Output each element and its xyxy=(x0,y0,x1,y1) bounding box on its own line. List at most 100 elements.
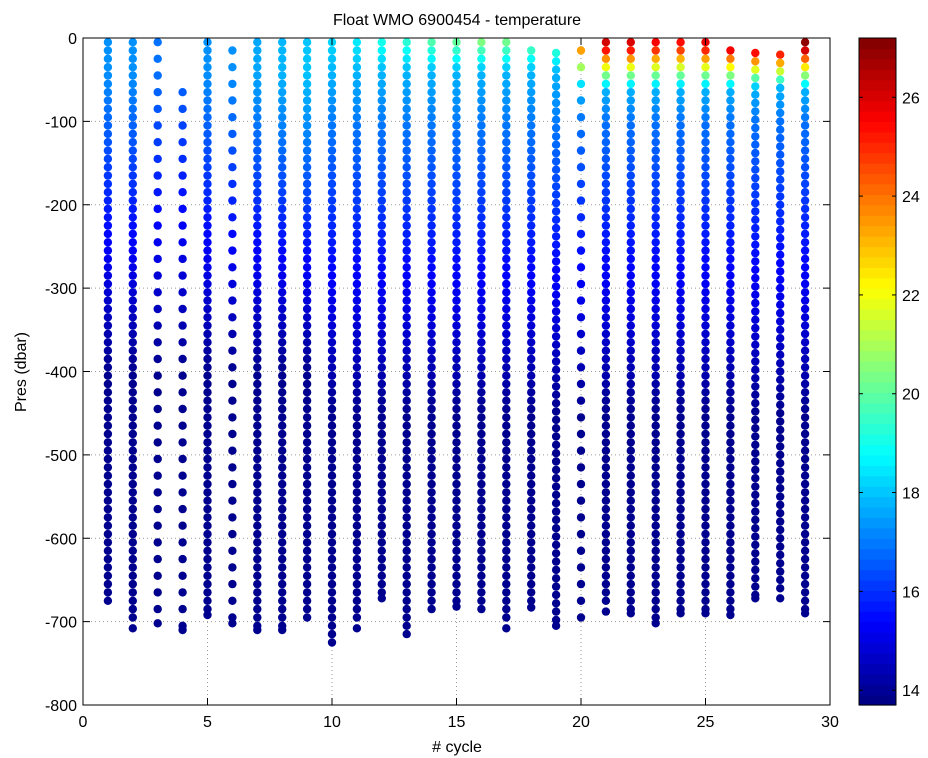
data-point xyxy=(203,296,212,305)
data-point xyxy=(352,129,362,139)
data-point xyxy=(551,582,561,591)
data-point xyxy=(452,396,461,405)
data-point xyxy=(327,346,337,355)
data-point xyxy=(327,429,337,439)
data-point xyxy=(626,438,635,447)
data-point xyxy=(128,221,137,230)
data-point xyxy=(551,140,561,149)
data-point xyxy=(103,396,113,405)
data-point xyxy=(551,399,561,408)
data-point xyxy=(253,563,262,572)
y-tick-label: -100 xyxy=(45,114,77,131)
data-point xyxy=(327,113,337,122)
data-point xyxy=(253,38,262,47)
data-point xyxy=(402,46,411,55)
data-point xyxy=(377,496,386,505)
data-point xyxy=(452,354,461,364)
data-point xyxy=(676,46,685,55)
data-point xyxy=(551,424,561,433)
data-point xyxy=(551,73,561,83)
data-point xyxy=(751,557,760,566)
data-point xyxy=(203,263,212,272)
data-point xyxy=(601,563,611,572)
data-point xyxy=(327,204,337,214)
data-point xyxy=(278,363,287,372)
data-point xyxy=(626,138,635,147)
data-point xyxy=(203,246,212,255)
data-point xyxy=(676,488,685,497)
data-point xyxy=(626,346,635,355)
data-point xyxy=(302,588,312,597)
data-point xyxy=(651,413,660,422)
data-point xyxy=(377,563,386,572)
data-point xyxy=(477,179,486,189)
data-point xyxy=(676,179,685,189)
data-point xyxy=(103,446,113,455)
data-point xyxy=(402,379,411,389)
data-point xyxy=(800,71,810,80)
data-point xyxy=(253,604,262,614)
data-point xyxy=(327,604,337,614)
data-point xyxy=(427,96,436,105)
data-point xyxy=(776,308,785,318)
data-point xyxy=(676,363,685,372)
data-point xyxy=(751,474,760,483)
data-point xyxy=(278,513,287,522)
data-point xyxy=(402,271,411,280)
data-point xyxy=(427,79,436,89)
data-point xyxy=(153,338,162,347)
data-point xyxy=(800,363,810,372)
data-point xyxy=(377,229,386,239)
data-point xyxy=(327,229,337,239)
data-point xyxy=(103,388,113,397)
data-point xyxy=(203,321,212,330)
data-point xyxy=(278,154,287,164)
data-point xyxy=(676,321,685,330)
data-point xyxy=(427,329,436,339)
data-point xyxy=(128,71,137,80)
data-point xyxy=(576,379,586,389)
data-point xyxy=(302,62,312,72)
data-point xyxy=(527,596,536,605)
data-point xyxy=(103,79,113,89)
data-point xyxy=(601,171,611,180)
data-point xyxy=(203,354,212,364)
data-point xyxy=(477,604,486,614)
data-point xyxy=(103,404,113,414)
data-point xyxy=(676,163,685,172)
data-point xyxy=(502,521,511,530)
data-point xyxy=(278,246,287,255)
data-point xyxy=(751,524,760,533)
data-point xyxy=(477,571,486,580)
data-point xyxy=(651,596,660,605)
data-point xyxy=(776,359,785,368)
data-point xyxy=(626,313,635,322)
data-point xyxy=(551,307,561,316)
data-point xyxy=(128,479,137,489)
data-point xyxy=(502,313,511,322)
data-point xyxy=(302,321,312,330)
data-point xyxy=(302,571,312,580)
data-point xyxy=(601,579,611,589)
data-point xyxy=(452,563,461,572)
data-point xyxy=(477,396,486,405)
data-point xyxy=(103,71,113,80)
data-point xyxy=(377,594,386,603)
data-point xyxy=(751,265,760,274)
data-point xyxy=(178,625,187,635)
data-point xyxy=(302,413,312,422)
data-point xyxy=(452,79,461,89)
colorbar-band xyxy=(859,142,896,154)
data-point xyxy=(502,329,511,339)
data-point xyxy=(701,596,710,605)
data-point xyxy=(278,321,287,330)
data-point xyxy=(676,88,685,97)
data-point xyxy=(551,265,561,274)
data-point xyxy=(726,196,735,205)
data-point xyxy=(527,603,536,612)
data-point xyxy=(701,454,710,464)
data-point xyxy=(452,363,461,372)
data-point xyxy=(352,288,362,297)
data-point xyxy=(153,154,162,164)
data-point xyxy=(427,579,436,589)
